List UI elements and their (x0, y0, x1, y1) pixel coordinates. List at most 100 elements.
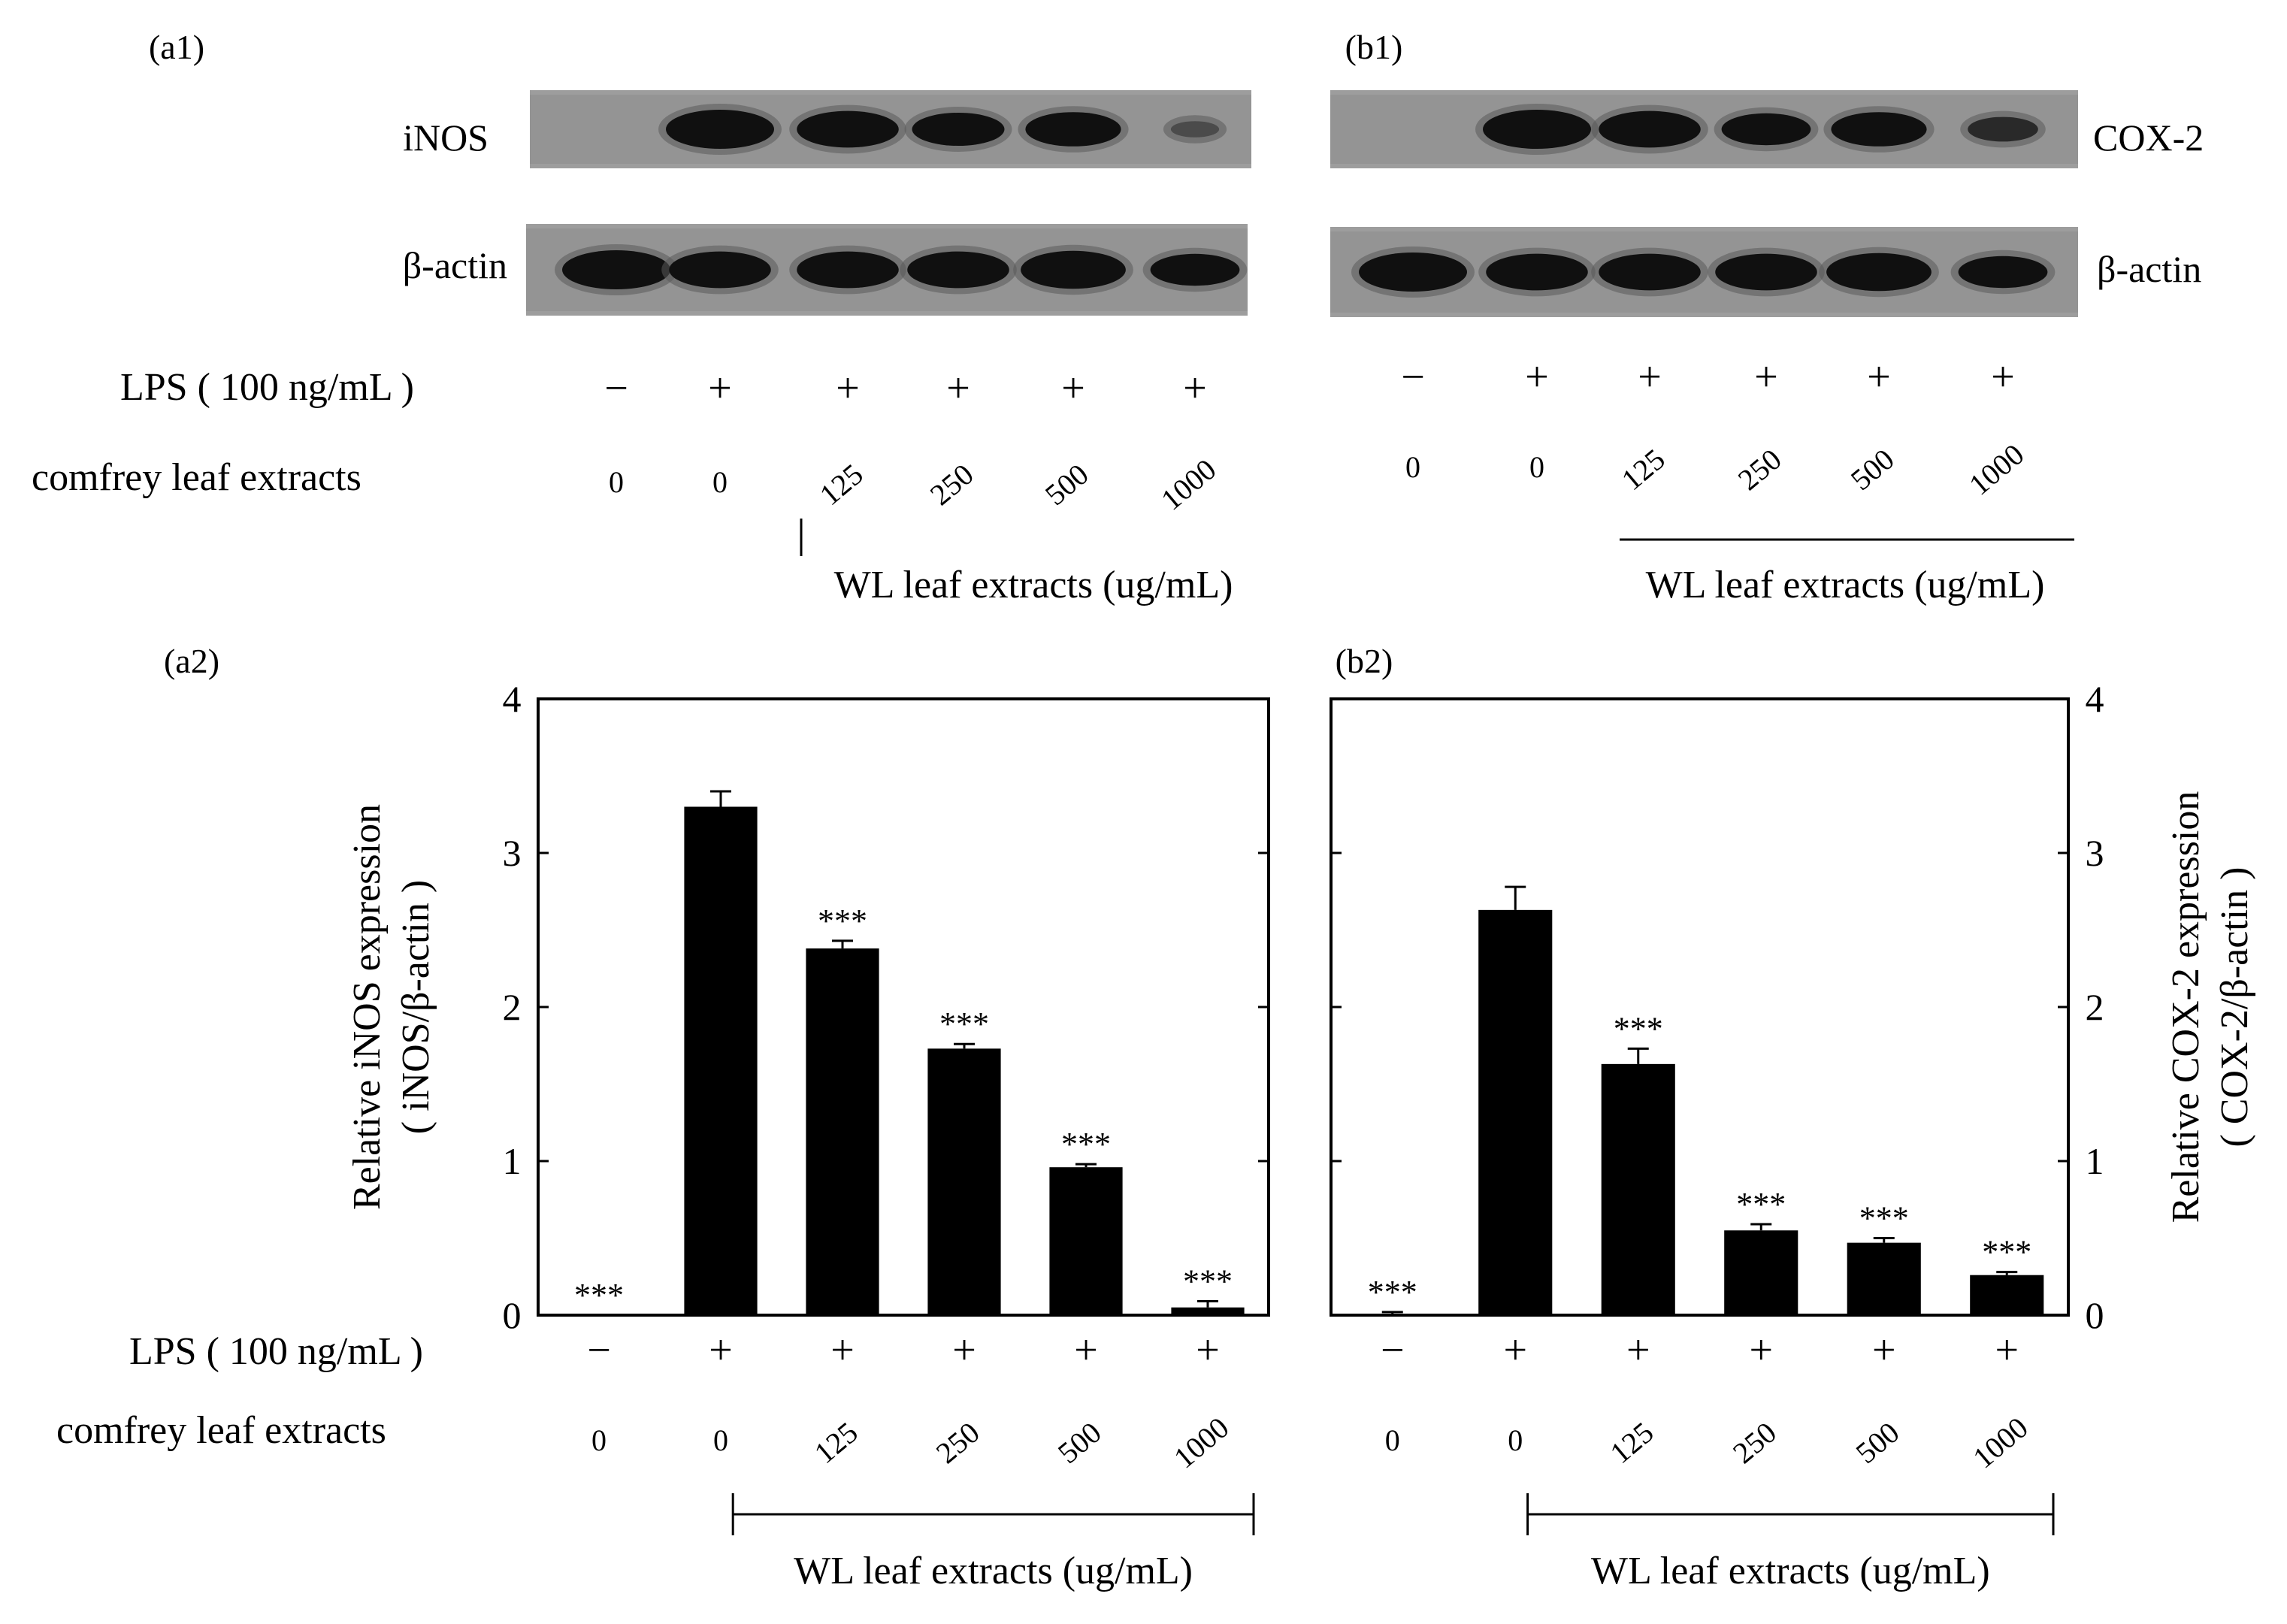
x-tick-label: 125 (1604, 1415, 1660, 1470)
blot-label-cox2: COX-2 (2093, 116, 2204, 159)
blot-a1-actin-band (562, 250, 670, 289)
blot-a1-inos-band (797, 110, 899, 148)
dose-label: 0 (1405, 450, 1420, 484)
x-tick-label: 0 (591, 1423, 607, 1457)
blot-a1-actin-band (907, 251, 1009, 289)
significance-label: *** (818, 903, 867, 939)
lps-sign: + (1991, 354, 2015, 401)
blot-a1-inos-band-halo (1163, 115, 1227, 144)
x-tick-label: 250 (930, 1415, 986, 1470)
significance-label: *** (1982, 1234, 2031, 1271)
lps-label-bottom: LPS ( 100 ng/mL ) (129, 1330, 423, 1373)
plot-frame-a2 (537, 697, 1270, 1317)
panel-label-a2: (a2) (164, 642, 219, 680)
dose-label: 0 (1529, 450, 1544, 484)
panel-label-b2: (b2) (1336, 642, 1393, 680)
significance-label: *** (1368, 1274, 1417, 1311)
extract-label-bottom: comfrey leaf extracts (56, 1409, 386, 1452)
y-tick-label: 3 (2086, 832, 2104, 874)
blot-b1-cox2-band (1483, 110, 1591, 149)
y-axis-title-unit: ( iNOS/β-actin ) (395, 880, 437, 1134)
lps-sign: + (1749, 1327, 1773, 1374)
lps-sign: − (587, 1327, 611, 1374)
lps-sign: + (709, 1327, 733, 1374)
lps-sign: + (1754, 354, 1778, 401)
lps-label-top: LPS ( 100 ng/mL ) (120, 366, 414, 409)
blot-a1-actin-band (669, 251, 771, 289)
blot-b1-cox2-band (1721, 113, 1811, 146)
blot-a1-inos-band (1170, 121, 1220, 138)
significance-label: *** (1614, 1010, 1663, 1047)
y-tick-label: 1 (503, 1140, 522, 1182)
bar (806, 948, 879, 1315)
blot-label-inos: iNOS (403, 116, 489, 159)
bar (1970, 1275, 2044, 1315)
lps-sign: − (1401, 354, 1425, 401)
x-tick-label: 0 (713, 1423, 728, 1457)
blot-label-actin-a1: β-actin (403, 244, 507, 286)
lps-sign: − (1381, 1327, 1405, 1374)
y-tick-label: 3 (503, 832, 522, 874)
lps-sign: + (830, 1327, 855, 1374)
dose-label: 125 (1615, 442, 1671, 497)
y-tick-label: 2 (503, 986, 522, 1028)
bar (1847, 1242, 1921, 1315)
dose-label: 0 (609, 465, 624, 499)
y-tick-label: 0 (503, 1294, 522, 1336)
blot-b1-actin-band (1359, 253, 1467, 292)
blot-a1-actin-band (1150, 253, 1240, 286)
panel-label-a1: (a1) (149, 28, 204, 66)
blot-b1-cox2-band (1831, 112, 1927, 147)
blot-b1-cox2-band (1968, 116, 2038, 142)
lps-sign: + (952, 1327, 976, 1374)
y-axis-title: Relative COX-2 expression (2164, 791, 2207, 1223)
dose-label: 500 (1039, 457, 1095, 512)
lps-sign: + (1995, 1327, 2019, 1374)
blot-b1-actin (1330, 227, 2078, 317)
blot-b1-actin-band (1826, 253, 1932, 292)
dose-label: 250 (924, 457, 980, 512)
dose-label: 125 (813, 457, 870, 512)
x-tick-label: 500 (1051, 1415, 1108, 1470)
group-label-a2: WL leaf extracts (ug/mL) (794, 1550, 1193, 1592)
blot-b1-actin-band (1599, 253, 1701, 291)
lps-sign: + (1074, 1327, 1098, 1374)
y-tick-label: 1 (2086, 1140, 2104, 1182)
extract-label-top: comfrey leaf extracts (32, 456, 362, 499)
dose-label: 0 (712, 465, 728, 499)
x-tick-label: 0 (1385, 1423, 1400, 1457)
y-axis-title: Relative iNOS expression (346, 804, 389, 1210)
lps-sign: + (1867, 354, 1891, 401)
dose-label: 250 (1732, 442, 1788, 497)
x-tick-label: 0 (1508, 1423, 1523, 1457)
blot-b1-actin-band (1958, 256, 2048, 289)
significance-label: *** (1183, 1263, 1233, 1300)
dose-label: 1000 (1154, 452, 1222, 517)
bar (1601, 1063, 1675, 1315)
lps-sign: + (836, 365, 860, 412)
bar (684, 806, 758, 1315)
x-tick-label: 250 (1726, 1415, 1783, 1470)
lps-sign: + (1061, 365, 1085, 412)
dose-label: 1000 (1962, 437, 2030, 502)
blot-a1-inos-band (666, 110, 774, 149)
blot-a1-actin-band (1021, 250, 1126, 289)
panel-label-b1: (b1) (1345, 28, 1403, 66)
blot-b1-cox2-band (1599, 110, 1701, 148)
blot-a1-inos-band (1025, 112, 1121, 147)
bar (1049, 1167, 1123, 1315)
blot-a1-inos-band (912, 113, 1005, 146)
blot-b1-cox2 (1330, 90, 2078, 168)
x-tick-label: 125 (808, 1415, 864, 1470)
lps-sign: + (946, 365, 970, 412)
lps-sign: + (1525, 354, 1549, 401)
lps-sign: + (1638, 354, 1662, 401)
lps-sign: + (1183, 365, 1207, 412)
bar (927, 1048, 1001, 1315)
x-tick-label: 1000 (1167, 1411, 1235, 1475)
x-tick-label: 500 (1850, 1415, 1906, 1470)
lps-sign: + (1503, 1327, 1527, 1374)
blot-b1-actin-band (1715, 253, 1817, 291)
x-tick-label: 1000 (1966, 1411, 2034, 1475)
bar (1724, 1230, 1798, 1315)
